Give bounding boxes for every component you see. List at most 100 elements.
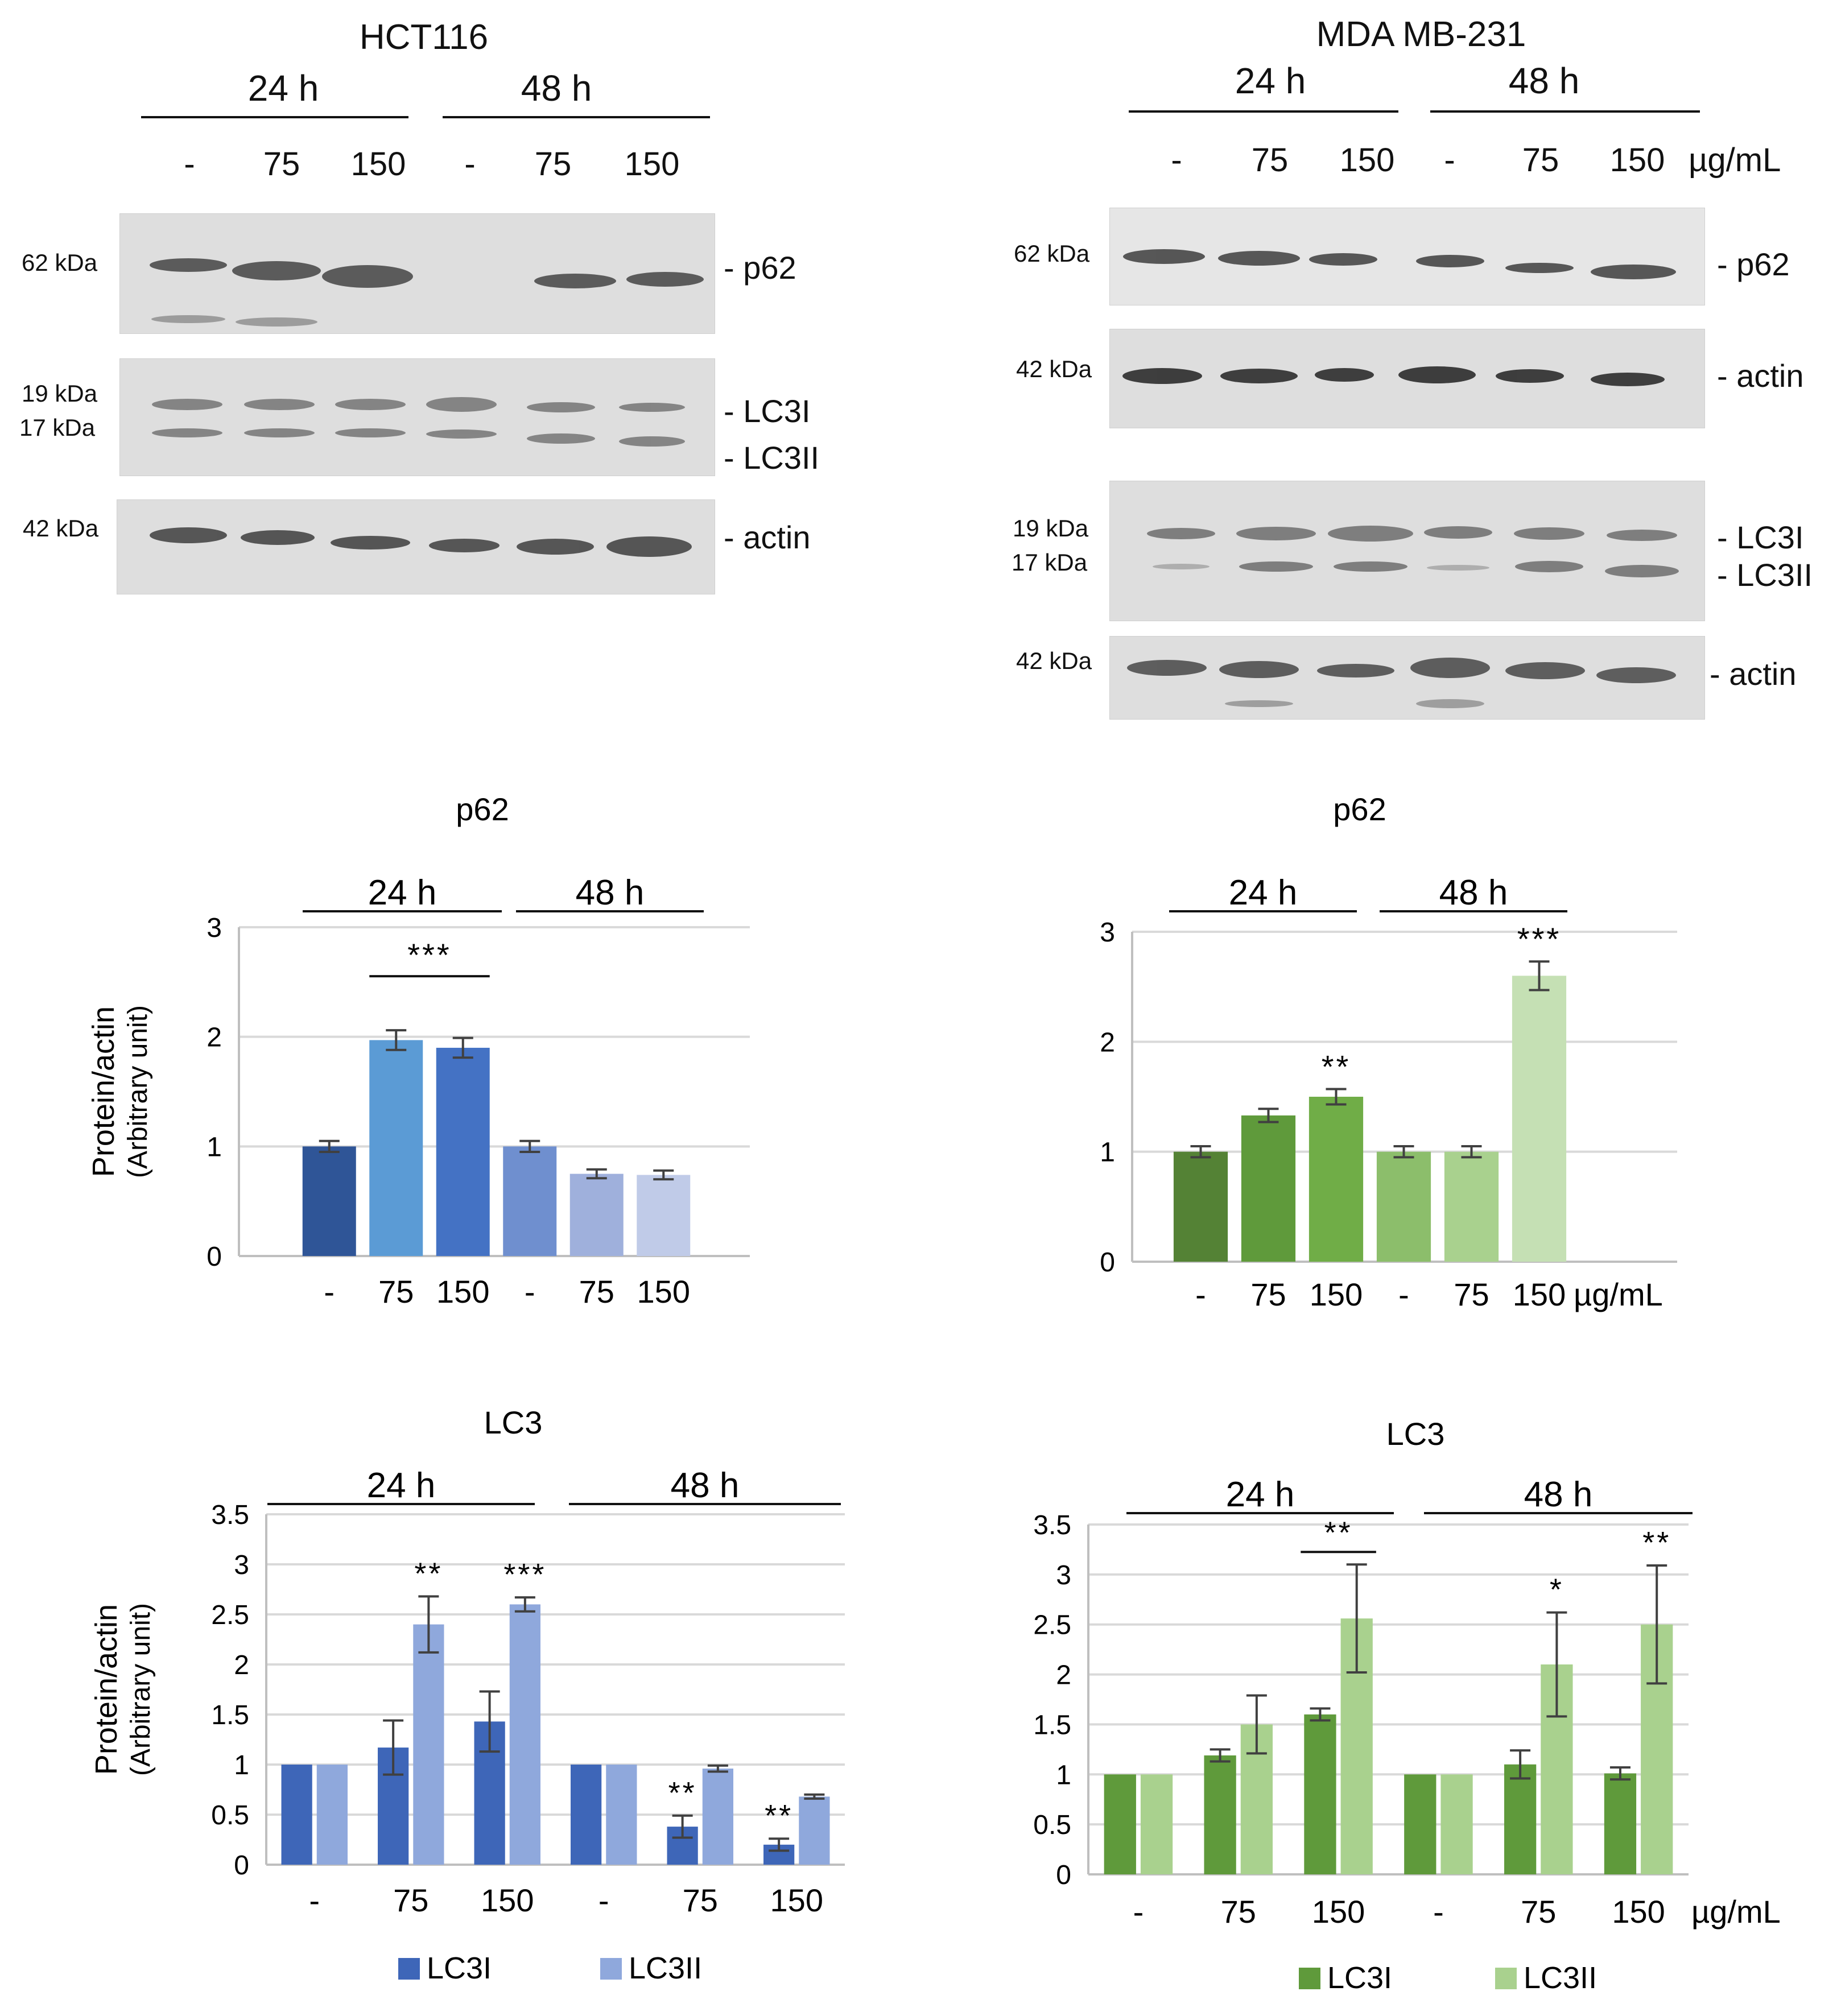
legend-label: LC3II: [1524, 1961, 1597, 1995]
blot-time-48h: 48 h: [521, 68, 592, 109]
x-tick-label: 75: [683, 1882, 718, 1918]
time-label: 24 h: [367, 1466, 436, 1505]
kda-label: 42 kDa: [1016, 356, 1092, 382]
blot-panel-actin: [1109, 329, 1705, 428]
band-label-p62: - p62: [724, 250, 796, 286]
kda-label: 62 kDa: [22, 249, 98, 276]
x-tick-label: -: [1133, 1894, 1144, 1930]
blot-bands-lc3: [1147, 526, 1679, 577]
band-label-lc3i: - LC3I: [724, 393, 811, 429]
time-label: 48 h: [1524, 1475, 1593, 1514]
y-tick-label: 1: [1100, 1138, 1115, 1168]
kda-label: 62 kDa: [1014, 240, 1090, 267]
x-tick-label: -: [1398, 1276, 1409, 1312]
bar-lc3ii: [1140, 1774, 1173, 1874]
x-tick-label: 150: [1310, 1276, 1363, 1312]
blot-bands-actin: [150, 527, 692, 557]
x-tick-label: 75: [1454, 1276, 1489, 1312]
blot-panel-p62: [1109, 208, 1705, 305]
y-tick-label: 3: [207, 913, 222, 943]
significance-mark: ***: [407, 937, 451, 973]
lane-label: -: [464, 146, 476, 183]
blot-panel-p62: [119, 213, 715, 334]
lane-label: 150: [624, 146, 680, 183]
chart-title: LC3: [1386, 1416, 1445, 1452]
blot-time-48h: 48 h: [1508, 60, 1580, 101]
y-tick-label: 3: [234, 1550, 249, 1580]
legend-swatch-lc3ii: [1495, 1968, 1517, 1989]
significance-mark: **: [1324, 1515, 1353, 1550]
bar: [1512, 976, 1567, 1262]
blot-time-24h: 24 h: [1235, 60, 1306, 101]
y-axis-label-2: (Arbitrary unit): [123, 1005, 153, 1178]
lane-label: -: [1444, 142, 1455, 179]
chart-title: p62: [456, 791, 509, 827]
kda-label: 19 kDa: [1013, 515, 1089, 542]
bar-lc3i: [571, 1765, 602, 1865]
kda-label: 42 kDa: [1016, 647, 1092, 674]
bar-lc3ii: [413, 1624, 444, 1865]
bar-lc3ii: [606, 1765, 637, 1865]
unit-label: µg/mL: [1574, 1276, 1663, 1312]
y-tick-label: 1.5: [1033, 1710, 1071, 1740]
significance-mark: *: [1550, 1573, 1564, 1607]
y-tick-label: 2: [1100, 1027, 1115, 1057]
bar-lc3i: [1104, 1774, 1136, 1874]
bar: [1444, 1151, 1499, 1262]
x-tick-label: 150: [1312, 1894, 1365, 1930]
y-tick-label: 1: [1056, 1760, 1071, 1790]
blot-bands-p62: [150, 258, 704, 327]
blot-bands-actin: [1122, 366, 1665, 386]
x-tick-label: 75: [579, 1274, 614, 1309]
x-tick-label: 75: [378, 1274, 414, 1309]
chart-title: LC3: [484, 1404, 543, 1440]
x-tick-label: -: [309, 1882, 320, 1918]
significance-mark: **: [1322, 1048, 1351, 1084]
blot-bracket-48h: [443, 116, 710, 118]
legend-label: LC3II: [629, 1951, 702, 1985]
lane-label: 75: [263, 146, 300, 183]
y-tick-label: 3.5: [211, 1500, 249, 1530]
time-label: 24 h: [368, 873, 437, 912]
kda-label: 17 kDa: [1012, 549, 1088, 576]
band-label-lc3ii: - LC3II: [724, 440, 820, 476]
y-tick-label: 2: [207, 1023, 222, 1053]
lane-label: -: [1171, 142, 1182, 179]
bar-lc3i: [1304, 1714, 1336, 1874]
bar-lc3ii: [316, 1765, 348, 1865]
y-tick-label: 0: [1056, 1860, 1071, 1890]
band-label-actin: - actin: [1717, 358, 1804, 394]
significance-mark: **: [765, 1799, 793, 1833]
lane-label: 75: [534, 146, 572, 183]
bar-lc3i: [1404, 1774, 1437, 1874]
y-tick-label: 3.5: [1033, 1510, 1071, 1540]
x-tick-label: 150: [637, 1274, 690, 1309]
band-label-lc3ii: - LC3II: [1717, 557, 1813, 593]
y-tick-label: 3: [1056, 1560, 1071, 1591]
kda-label: 19 kDa: [22, 380, 98, 407]
kda-label: 17 kDa: [19, 414, 96, 441]
time-label: 48 h: [671, 1466, 740, 1505]
bar-lc3ii: [1440, 1774, 1473, 1874]
significance-mark: ***: [1517, 921, 1561, 957]
y-tick-label: 0: [234, 1850, 249, 1881]
bar-lc3i: [1504, 1764, 1537, 1874]
lane-label: 75: [1251, 142, 1289, 179]
bar: [569, 1174, 624, 1256]
bar-lc3ii: [702, 1769, 733, 1865]
bar: [436, 1047, 490, 1256]
y-tick-label: 2.5: [1033, 1610, 1071, 1641]
x-tick-label: 75: [393, 1882, 428, 1918]
significance-mark: **: [414, 1556, 443, 1591]
bar-lc3i: [1204, 1755, 1236, 1874]
y-axis-label: Protein/actin: [89, 1604, 123, 1775]
chart-hct116-p62: 0 1 2 3 p62 24 h 48 h Protein/actin (Arbitrary u…: [86, 791, 750, 1309]
bar: [1376, 1151, 1431, 1262]
blot-title-mda: MDA MB-231: [1316, 15, 1526, 54]
bar: [1173, 1151, 1228, 1262]
time-label: 24 h: [1229, 873, 1298, 912]
x-tick-label: 150: [436, 1274, 489, 1309]
y-axis-label: Protein/actin: [86, 1006, 121, 1177]
blot-bands-lc3: [152, 397, 685, 447]
